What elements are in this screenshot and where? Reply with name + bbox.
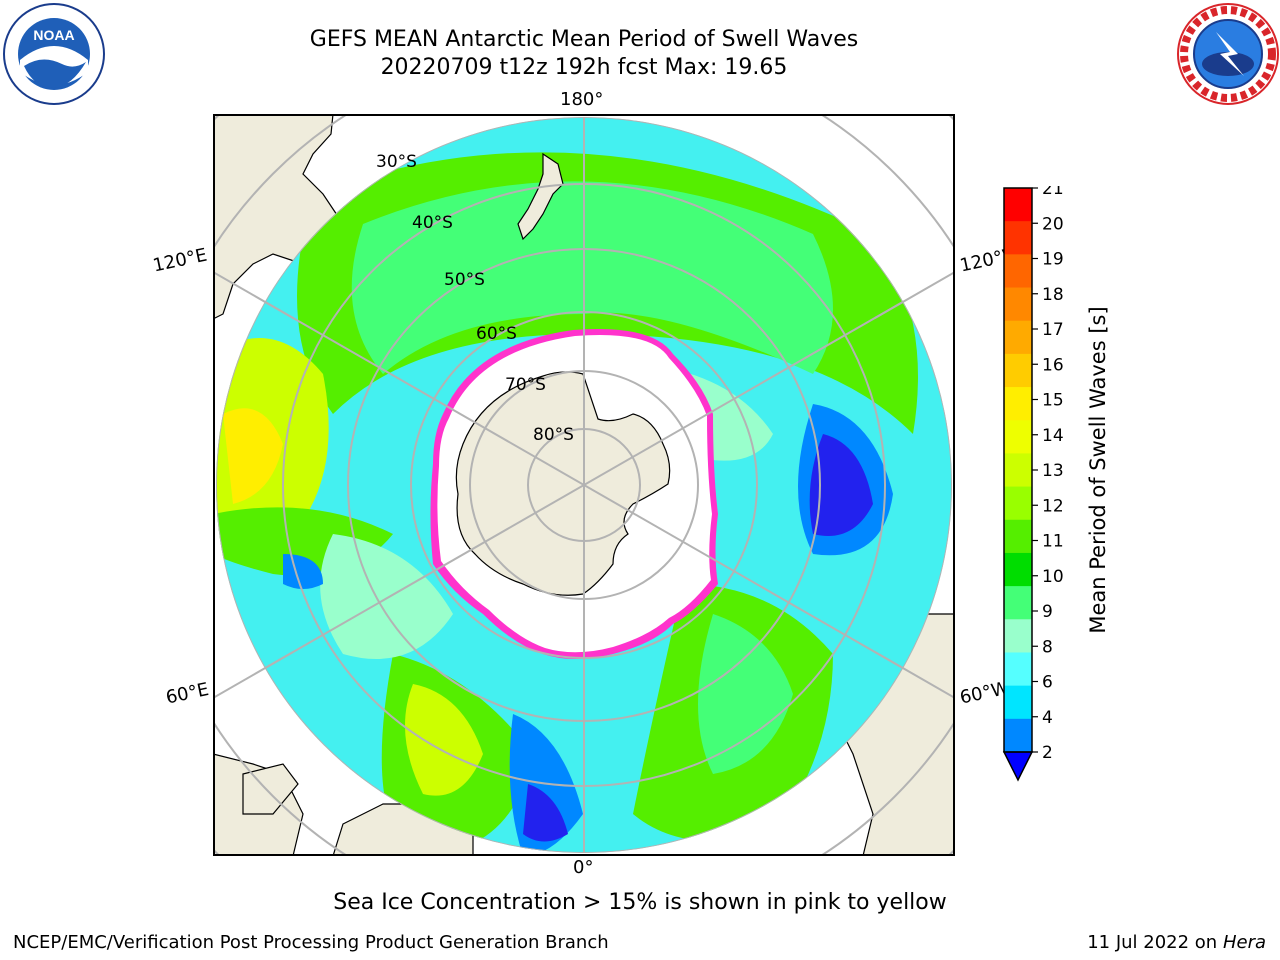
colorbar-tick-label: 6	[1042, 673, 1053, 693]
colorbar-band	[1004, 221, 1032, 255]
colorbar-band	[1004, 685, 1032, 720]
colorbar-tick-label: 16	[1042, 355, 1064, 375]
swell-region-yellow-south	[405, 684, 483, 796]
madagascar-land	[242, 763, 299, 815]
colorbar-band	[1004, 718, 1032, 753]
colorbar-tick-label: 20	[1042, 214, 1064, 234]
colorbar-band	[1004, 420, 1032, 454]
date-text: 11 Jul 2022 on Hera	[1087, 932, 1266, 953]
swell-region-lightgreen-east	[698, 614, 793, 774]
lat-label-60s: 60°S	[476, 324, 517, 344]
colorbar-tick-label: 14	[1042, 426, 1064, 446]
nws-logo	[1176, 2, 1280, 106]
colorbar-band	[1004, 387, 1032, 421]
chart-title: GEFS MEAN Antarctic Mean Period of Swell…	[309, 27, 859, 52]
swell-region-darkblue-east	[809, 434, 873, 536]
colorbar: 21 20 19 18 17 16 15 14 13 12 11 10 9 8 6 4 2	[1000, 179, 1080, 786]
colorbar-tick-label: 2	[1042, 743, 1053, 763]
swell-region-lightcyan	[320, 534, 453, 659]
lon-label-60e: 60°E	[164, 679, 211, 709]
colorbar-tick-label: 12	[1042, 496, 1064, 516]
colorbar-tick-label: 9	[1042, 602, 1053, 622]
lat-label-40s: 40°S	[412, 213, 453, 233]
colorbar-band	[1004, 652, 1032, 687]
colorbar-band	[1004, 519, 1032, 554]
lat-label-70s: 70°S	[505, 375, 546, 395]
colorbar-bands	[1004, 188, 1032, 753]
colorbar-ticks: 21 20 19 18 17 16 15 14 13 12 11 10 9 8 6 4 2	[1032, 179, 1064, 763]
colorbar-tick-label: 18	[1042, 285, 1064, 305]
colorbar-tick-label: 21	[1042, 186, 1064, 199]
colorbar-tick-label: 15	[1042, 391, 1064, 411]
lat-label-30s: 30°S	[376, 152, 417, 172]
colorbar-tick-label: 13	[1042, 461, 1064, 481]
swell-region-darkblue-south	[523, 784, 568, 842]
colorbar-band	[1004, 188, 1032, 222]
colorbar-label: Mean Period of Swell Waves [s]	[1086, 306, 1110, 634]
colorbar-tick-label: 4	[1042, 708, 1053, 728]
colorbar-band	[1004, 320, 1032, 355]
colorbar-band	[1004, 619, 1032, 653]
graticule	[216, 117, 952, 853]
lat-label-50s: 50°S	[444, 270, 485, 290]
colorbar-under-arrow	[1002, 751, 1034, 782]
colorbar-band	[1004, 353, 1032, 388]
chart-subtitle: 20220709 t12z 192h fcst Max: 19.65	[380, 55, 788, 80]
colorbar-band	[1004, 254, 1032, 289]
machine-name: Hera	[1222, 932, 1266, 953]
lon-label-0: 0°	[573, 857, 594, 878]
colorbar-tick-label: 11	[1042, 532, 1064, 552]
colorbar-tick-label: 8	[1042, 637, 1053, 657]
date-prefix: 11 Jul 2022 on	[1087, 932, 1223, 953]
ocean-field	[216, 117, 952, 853]
colorbar-band	[1004, 552, 1032, 587]
lat-label-80s: 80°S	[533, 425, 574, 445]
lon-label-180: 180°	[560, 89, 604, 110]
colorbar-tick-label: 19	[1042, 250, 1064, 270]
noaa-logo-text: NOAA	[33, 27, 74, 43]
colorbar-band	[1004, 453, 1032, 488]
sea-ice-footnote: Sea Ice Concentration > 15% is shown in …	[333, 890, 947, 915]
map-frame	[213, 114, 955, 856]
credit-text: NCEP/EMC/Verification Post Processing Pr…	[13, 932, 609, 953]
swell-region-yellow-west-2	[223, 408, 283, 504]
swell-region-lightgreen	[351, 181, 833, 374]
noaa-logo: NOAA	[2, 2, 106, 106]
colorbar-band	[1004, 486, 1032, 521]
lon-label-120e: 120°E	[151, 244, 209, 277]
polar-map	[213, 114, 955, 856]
colorbar-tick-label: 17	[1042, 320, 1064, 340]
colorbar-band	[1004, 586, 1032, 620]
colorbar-band	[1004, 287, 1032, 322]
colorbar-tick-label: 10	[1042, 567, 1064, 587]
